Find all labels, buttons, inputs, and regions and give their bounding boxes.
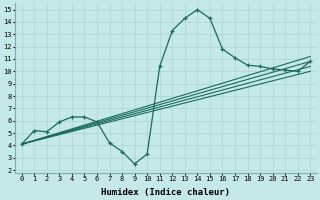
X-axis label: Humidex (Indice chaleur): Humidex (Indice chaleur): [101, 188, 230, 197]
